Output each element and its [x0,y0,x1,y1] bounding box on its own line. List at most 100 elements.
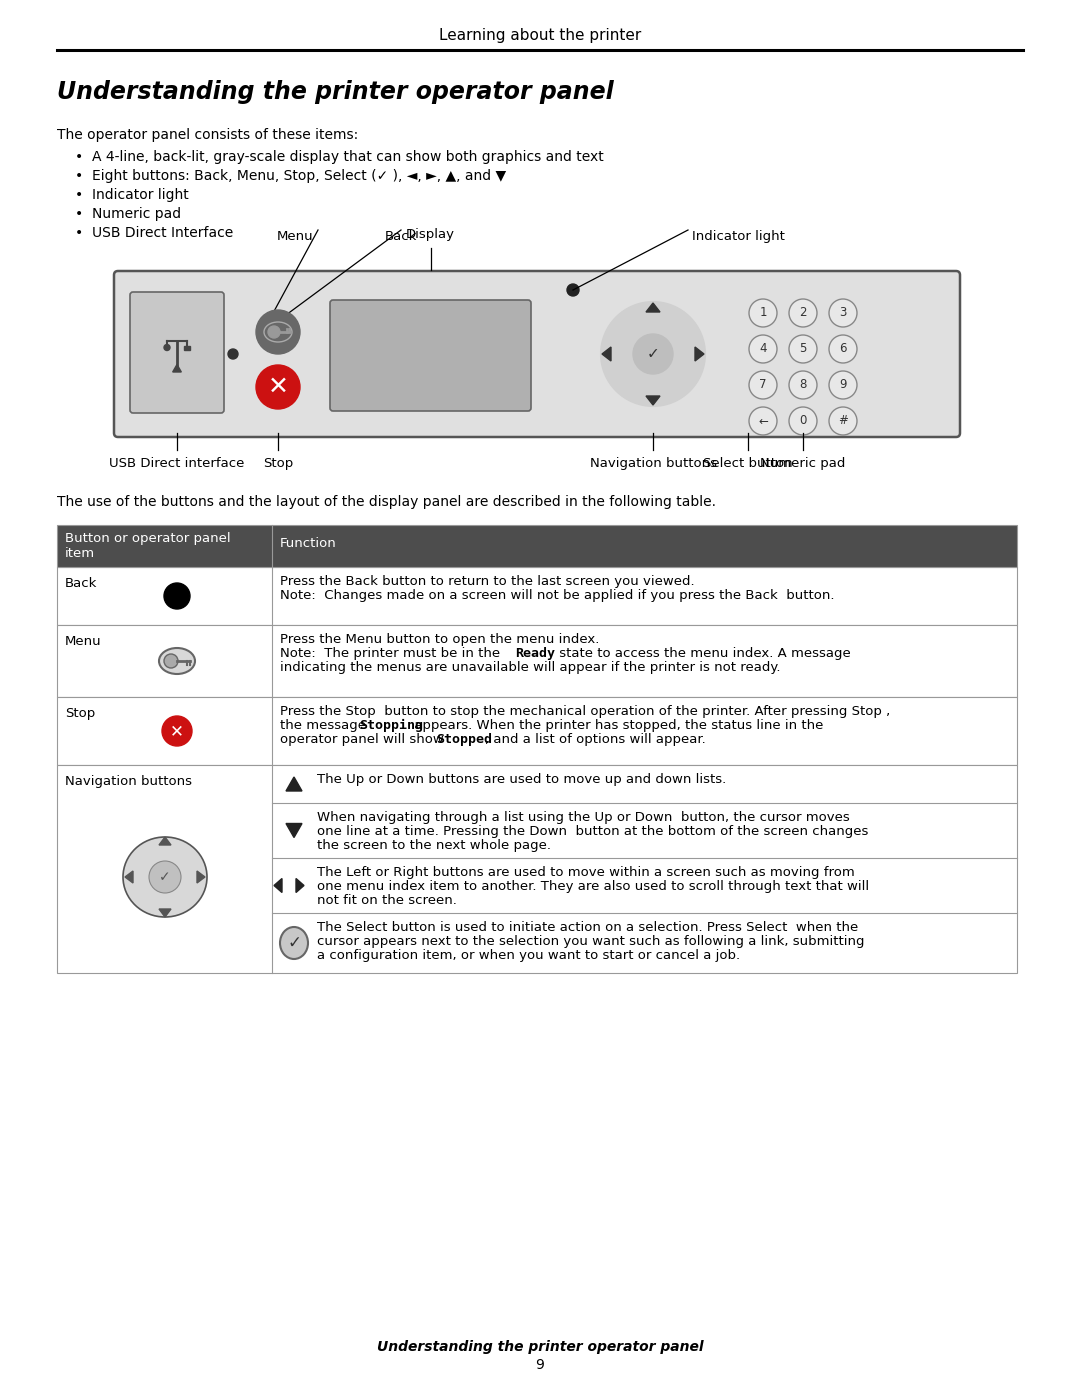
Circle shape [829,372,858,400]
Text: When navigating through a list using the Up or Down  button, the cursor moves: When navigating through a list using the… [318,812,850,824]
Text: Stopping: Stopping [359,719,423,732]
FancyBboxPatch shape [330,300,531,411]
Text: Navigation buttons: Navigation buttons [590,457,716,469]
Text: 1: 1 [759,306,767,320]
Circle shape [750,372,777,400]
Text: Ready: Ready [515,647,555,659]
Circle shape [600,302,705,407]
Text: #: # [838,415,848,427]
Circle shape [149,861,181,893]
Text: Menu: Menu [276,231,313,243]
Polygon shape [296,879,303,893]
Text: The Select button is used to initiate action on a selection. Press Select  when : The Select button is used to initiate ac… [318,921,859,935]
Circle shape [164,654,178,668]
Text: Understanding the printer operator panel: Understanding the printer operator panel [377,1340,703,1354]
FancyBboxPatch shape [114,271,960,437]
Text: Navigation buttons: Navigation buttons [65,775,192,788]
Ellipse shape [264,321,292,342]
Circle shape [567,284,579,296]
Text: Stop: Stop [262,457,293,469]
Text: Back: Back [65,577,97,590]
Polygon shape [274,879,282,893]
Text: ✓: ✓ [159,870,171,884]
Text: the message: the message [280,719,370,732]
Text: 3: 3 [839,306,847,320]
Text: 6: 6 [839,342,847,355]
Polygon shape [646,303,660,312]
Polygon shape [125,870,133,883]
Text: USB Direct interface: USB Direct interface [109,457,245,469]
Circle shape [789,372,816,400]
Text: Back: Back [384,231,417,243]
Text: 4: 4 [759,342,767,355]
Text: Numeric pad: Numeric pad [760,457,846,469]
Circle shape [256,365,300,409]
Text: Button or operator panel
item: Button or operator panel item [65,532,231,560]
Text: Press the Back button to return to the last screen you viewed.: Press the Back button to return to the l… [280,576,694,588]
Text: 8: 8 [799,379,807,391]
Polygon shape [286,823,302,837]
Text: The Up or Down buttons are used to move up and down lists.: The Up or Down buttons are used to move … [318,773,726,787]
Text: 5: 5 [799,342,807,355]
Text: Indicator light: Indicator light [691,231,784,243]
Text: appears. When the printer has stopped, the status line in the: appears. When the printer has stopped, t… [410,719,823,732]
Text: Note:  The printer must be in the: Note: The printer must be in the [280,647,504,659]
Text: Numeric pad: Numeric pad [92,207,181,221]
Text: Menu: Menu [65,636,102,648]
Text: Stopped: Stopped [436,733,492,746]
Text: A 4-line, back-lit, gray-scale display that can show both graphics and text: A 4-line, back-lit, gray-scale display t… [92,149,604,163]
Circle shape [228,349,238,359]
Polygon shape [197,870,205,883]
Circle shape [164,583,190,609]
Circle shape [750,299,777,327]
Text: Learning about the printer: Learning about the printer [438,28,642,43]
Text: ←: ← [758,415,768,427]
Text: 7: 7 [759,379,767,391]
Text: •: • [75,169,83,183]
Bar [184,345,190,349]
Bar [57,567,1017,624]
Text: The Left or Right buttons are used to move within a screen such as moving from: The Left or Right buttons are used to mo… [318,866,854,879]
Circle shape [789,299,816,327]
Text: one menu index item to another. They are also used to scroll through text that w: one menu index item to another. They are… [318,880,869,893]
Text: 9: 9 [536,1358,544,1372]
Polygon shape [696,346,704,360]
Text: operator panel will show: operator panel will show [280,733,448,746]
Circle shape [633,334,673,374]
Text: USB Direct Interface: USB Direct Interface [92,226,233,240]
Polygon shape [602,346,611,360]
Text: •: • [75,149,83,163]
Text: 2: 2 [799,306,807,320]
Bar [57,766,1017,972]
Bar [57,525,1017,567]
Circle shape [829,407,858,434]
Text: ✓: ✓ [647,346,660,362]
Text: Press the Stop  button to stop the mechanical operation of the printer. After pr: Press the Stop button to stop the mechan… [280,705,890,718]
Text: ✕: ✕ [170,722,184,740]
Text: cursor appears next to the selection you want such as following a link, submitti: cursor appears next to the selection you… [318,935,864,949]
Text: The operator panel consists of these items:: The operator panel consists of these ite… [57,129,359,142]
Text: the screen to the next whole page.: the screen to the next whole page. [318,840,551,852]
Ellipse shape [123,837,207,916]
Text: Select button: Select button [703,457,793,469]
Text: 0: 0 [799,415,807,427]
Text: Note:  Changes made on a screen will not be applied if you press the Back  butto: Note: Changes made on a screen will not … [280,590,835,602]
Text: Press the Menu button to open the menu index.: Press the Menu button to open the menu i… [280,633,599,645]
Text: Understanding the printer operator panel: Understanding the printer operator panel [57,80,613,103]
Text: •: • [75,207,83,221]
Text: state to access the menu index. A message: state to access the menu index. A messag… [555,647,851,659]
Ellipse shape [159,648,195,673]
Circle shape [829,335,858,363]
Bar [57,624,1017,697]
Polygon shape [159,837,171,845]
Text: Function: Function [280,536,337,550]
Circle shape [789,335,816,363]
Text: Display: Display [406,228,455,242]
Text: •: • [75,189,83,203]
Text: The use of the buttons and the layout of the display panel are described in the : The use of the buttons and the layout of… [57,495,716,509]
Circle shape [789,407,816,434]
Text: one line at a time. Pressing the Down  button at the bottom of the screen change: one line at a time. Pressing the Down bu… [318,826,868,838]
Text: Eight buttons: Back, Menu, Stop, Select (✓ ), ◄, ►, ▲, and ▼: Eight buttons: Back, Menu, Stop, Select … [92,169,507,183]
Text: ✓: ✓ [287,935,301,951]
Text: •: • [75,226,83,240]
